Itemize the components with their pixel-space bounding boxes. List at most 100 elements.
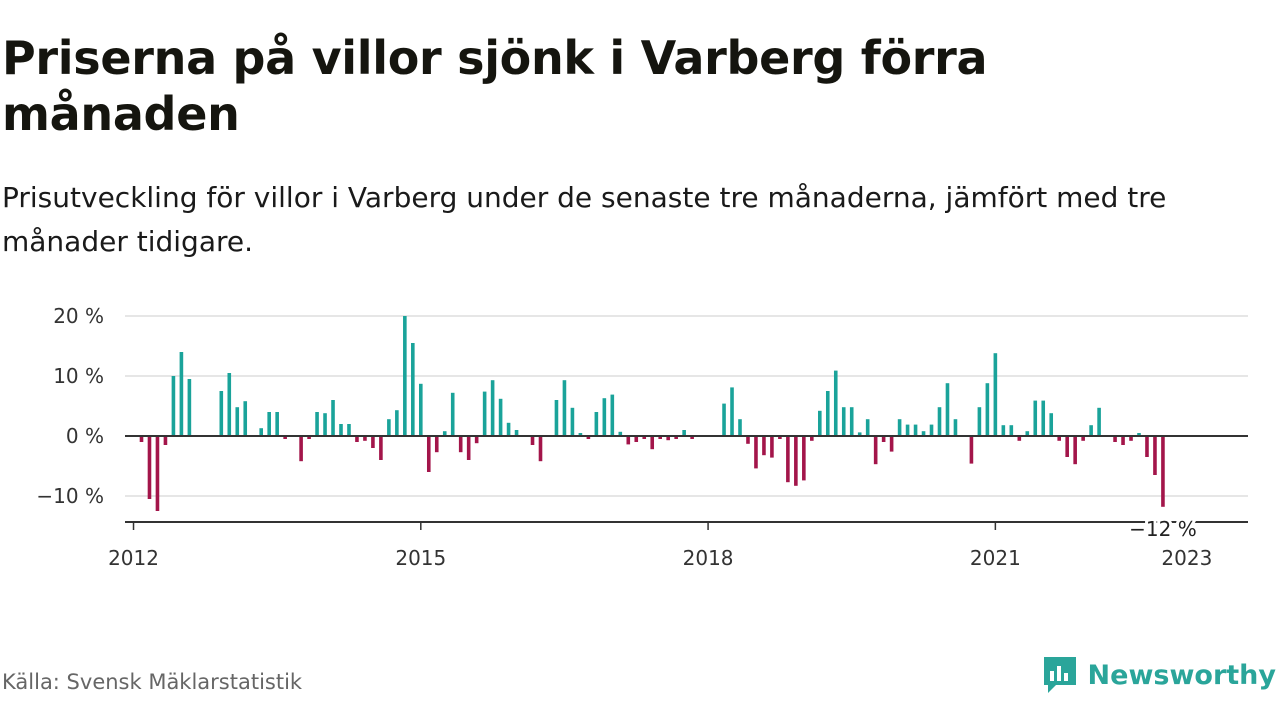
bar — [307, 436, 311, 439]
source-note: Källa: Svensk Mäklarstatistik — [2, 670, 303, 694]
bar — [299, 436, 303, 462]
bar — [1089, 425, 1093, 436]
chart-subtitle: Prisutveckling för villor i Varberg unde… — [2, 181, 1167, 258]
bar — [985, 383, 990, 436]
newsworthy-logo-icon — [1043, 657, 1076, 693]
y-axis-ticks: 20 % 10 % 0 % −10 % — [36, 304, 104, 508]
bar — [403, 316, 407, 436]
x-tick-label: 2012 — [108, 546, 159, 570]
x-axis-ticks: 2012 2015 2018 2021 2023 — [108, 522, 1212, 570]
bar — [594, 412, 599, 436]
bar — [873, 436, 878, 465]
bar — [730, 387, 734, 436]
bar — [969, 436, 974, 464]
bar — [275, 412, 279, 436]
bar — [163, 436, 168, 445]
bar — [355, 436, 359, 442]
bar — [1065, 436, 1069, 457]
bar — [227, 373, 232, 436]
bar — [514, 430, 519, 436]
x-tick-label: 2023 — [1161, 546, 1212, 570]
bar — [482, 391, 487, 436]
x-tick-label: 2015 — [395, 546, 446, 570]
bar — [147, 436, 152, 499]
gridlines — [125, 315, 1248, 497]
bar — [1057, 436, 1061, 441]
bar — [538, 436, 543, 462]
bar — [179, 352, 184, 436]
bar — [155, 436, 160, 511]
bar — [1121, 436, 1125, 445]
brand-name: Newsworthy — [1087, 659, 1276, 691]
bar — [1137, 433, 1141, 436]
bar — [762, 436, 766, 456]
bar — [642, 436, 647, 439]
bar — [450, 392, 455, 436]
bar — [458, 436, 463, 453]
y-tick-label: −10 % — [36, 484, 104, 508]
bar — [1129, 436, 1133, 441]
bar — [562, 380, 567, 436]
bar — [833, 370, 838, 436]
bar — [347, 424, 351, 436]
bar — [1017, 436, 1022, 441]
bar — [1153, 436, 1157, 475]
chart-title: Priserna på villor sjönk i Varberg förra… — [2, 31, 988, 141]
bars — [139, 316, 1165, 511]
bar — [259, 428, 263, 436]
bar — [1025, 431, 1030, 436]
value-labels: −12 % — [1126, 514, 1200, 544]
bar — [586, 436, 591, 439]
bar — [339, 424, 343, 436]
bar — [810, 436, 814, 441]
bar — [474, 436, 479, 444]
bar — [786, 436, 790, 483]
bar — [1073, 436, 1077, 465]
bar — [953, 419, 958, 436]
bar — [506, 422, 511, 436]
bar — [913, 424, 918, 436]
bar — [387, 419, 391, 436]
bar — [865, 419, 870, 436]
bar — [578, 433, 583, 436]
bar — [1001, 425, 1006, 436]
bar — [618, 431, 623, 436]
bar — [283, 436, 287, 439]
bar — [650, 436, 655, 450]
bar — [905, 424, 910, 436]
bar — [602, 398, 607, 436]
bar — [1049, 413, 1054, 436]
bar — [929, 424, 934, 436]
bar — [570, 407, 575, 436]
bar — [993, 353, 998, 436]
bar — [610, 394, 615, 436]
bar — [219, 391, 224, 436]
bar — [411, 343, 415, 436]
bar — [1145, 436, 1149, 457]
bar — [331, 400, 335, 436]
bar — [243, 401, 248, 436]
bar — [267, 412, 271, 436]
bar — [363, 436, 367, 441]
bar — [754, 436, 758, 469]
bar — [419, 383, 423, 436]
bar — [171, 376, 176, 436]
y-tick-label: 0 % — [66, 424, 104, 448]
bar — [1113, 436, 1117, 442]
bar — [490, 380, 495, 436]
bar — [139, 436, 144, 442]
bar — [395, 410, 399, 436]
bar — [1081, 436, 1085, 441]
bar — [897, 419, 902, 436]
bar — [658, 436, 662, 439]
bar — [889, 436, 894, 452]
bar — [1033, 400, 1038, 436]
bar — [626, 436, 631, 445]
last-value-label: −12 % — [1129, 517, 1197, 541]
bar — [426, 436, 431, 472]
y-tick-label: 20 % — [53, 304, 104, 328]
brand-logo[interactable]: Newsworthy — [1042, 652, 1276, 698]
bar — [857, 432, 862, 436]
bar — [674, 436, 678, 439]
bar — [778, 436, 782, 439]
